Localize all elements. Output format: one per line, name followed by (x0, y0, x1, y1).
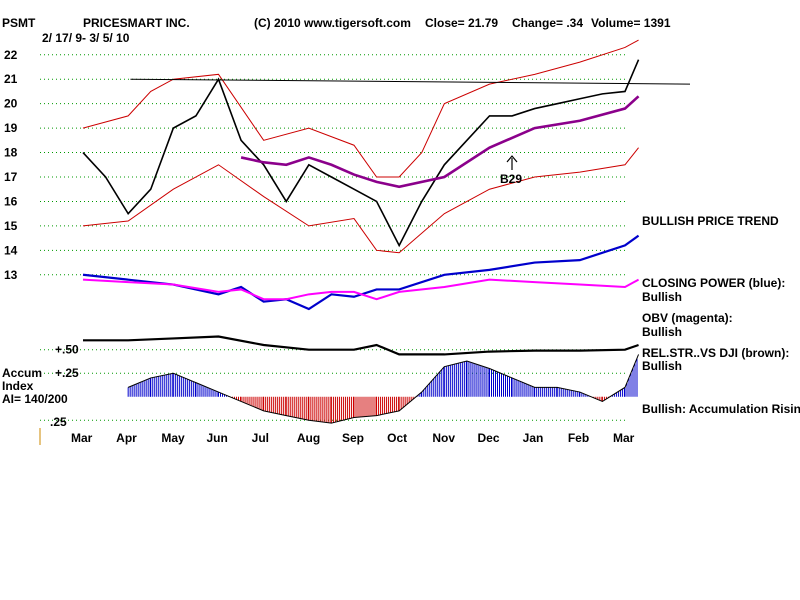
price-tick-label: 20 (4, 97, 18, 111)
month-tick-label: Apr (116, 431, 137, 445)
ticker-label: PSMT (2, 16, 36, 30)
price-tick-label: 14 (4, 243, 18, 257)
price-tick-label: 19 (4, 121, 18, 135)
series-line-upper-band (82, 39, 639, 178)
month-tick-label: Mar (613, 431, 635, 445)
price-axis-ticks: 22 21 20 19 18 17 16 15 14 13 (4, 48, 18, 282)
month-tick-label: Aug (297, 431, 320, 445)
price-tick-label: 13 (4, 268, 18, 282)
month-tick-label: Jan (523, 431, 544, 445)
chart-series (82, 39, 640, 356)
accum-index-line (127, 354, 640, 424)
copyright-text: (C) 2010 www.tigersoft.com (254, 16, 411, 30)
accum-axis-ticks: +.50 +.25 .25 (50, 343, 79, 429)
month-tick-label: Jul (252, 431, 269, 445)
accum-tick-label: +.25 (55, 366, 79, 380)
indicator-title-rel-str: REL.STR..VS DJI (brown): (642, 346, 789, 360)
month-tick-label: May (161, 431, 185, 445)
accum-label-2: Index (2, 379, 34, 393)
month-tick-label: Sep (342, 431, 364, 445)
series-line-lower-band (82, 147, 639, 254)
volume-value: Volume= 1391 (591, 16, 671, 30)
series-line-moving-average (240, 95, 640, 189)
accum-label-1: Accum (2, 366, 42, 380)
accum-label-3: AI= 140/200 (2, 392, 68, 406)
price-tick-label: 16 (4, 194, 18, 208)
month-tick-label: Mar (71, 431, 93, 445)
resistance-line-segment (130, 78, 691, 85)
company-title: PRICESMART INC. (83, 16, 190, 30)
indicator-status-closing-power: Bullish (642, 290, 682, 304)
price-tick-label: 22 (4, 48, 18, 62)
month-tick-label: Feb (568, 431, 589, 445)
indicator-title-accum: Bullish: Accumulation Rising (642, 402, 800, 416)
change-value: Change= .34 (512, 16, 583, 30)
grid-lines (40, 54, 625, 421)
price-tick-label: 21 (4, 72, 18, 86)
month-axis-ticks: Mar Apr May Jun Jul Aug Sep Oct Nov Dec Jan Feb Mar (71, 431, 635, 445)
resistance-line (130, 78, 691, 85)
accum-tick-label: .25 (50, 415, 67, 429)
month-tick-label: Oct (387, 431, 407, 445)
price-tick-label: 17 (4, 170, 18, 184)
month-tick-label: Jun (207, 431, 228, 445)
price-tick-label: 18 (4, 146, 18, 160)
series-line-closing-power (82, 234, 640, 311)
price-tick-label: 15 (4, 219, 18, 233)
series-line-rel-str-vs-dji (83, 335, 639, 356)
buy-marker-label: B29 (500, 172, 522, 186)
indicator-status-obv: Bullish (642, 325, 682, 339)
date-range: 2/ 17/ 9- 3/ 5/ 10 (42, 31, 130, 45)
series-line-obv (82, 278, 640, 301)
indicator-title-closing-power: CLOSING POWER (blue): (642, 276, 785, 290)
close-value: Close= 21.79 (425, 16, 498, 30)
series-line-price (82, 59, 640, 248)
indicator-title-obv: OBV (magenta): (642, 311, 733, 325)
month-tick-label: Nov (432, 431, 455, 445)
month-tick-label: Dec (478, 431, 500, 445)
accum-histogram (127, 354, 640, 424)
buy-arrow-icon (506, 155, 518, 170)
indicator-status-rel-str: Bullish (642, 359, 682, 373)
accum-tick-label: +.50 (55, 343, 79, 357)
indicator-title-trend: BULLISH PRICE TREND (642, 214, 779, 228)
